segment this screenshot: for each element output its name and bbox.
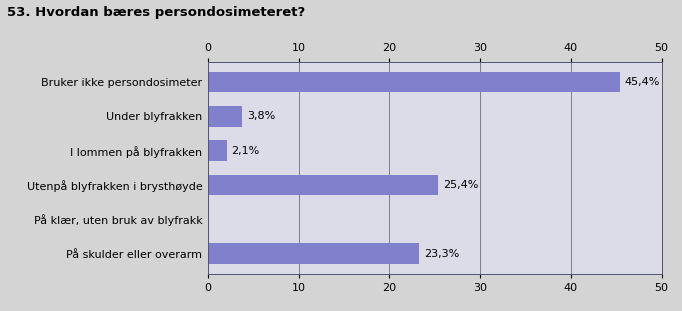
Bar bbox=[208, 72, 620, 92]
Text: 2,1%: 2,1% bbox=[232, 146, 260, 156]
Text: 25,4%: 25,4% bbox=[443, 180, 478, 190]
Text: 53. Hvordan bæres persondosimeteret?: 53. Hvordan bæres persondosimeteret? bbox=[7, 6, 305, 19]
Bar bbox=[208, 141, 227, 161]
Bar bbox=[208, 244, 419, 264]
Bar bbox=[208, 106, 243, 127]
Text: 3,8%: 3,8% bbox=[247, 111, 276, 121]
Bar bbox=[208, 175, 439, 195]
Text: 23,3%: 23,3% bbox=[424, 249, 459, 259]
Text: 45,4%: 45,4% bbox=[624, 77, 659, 87]
